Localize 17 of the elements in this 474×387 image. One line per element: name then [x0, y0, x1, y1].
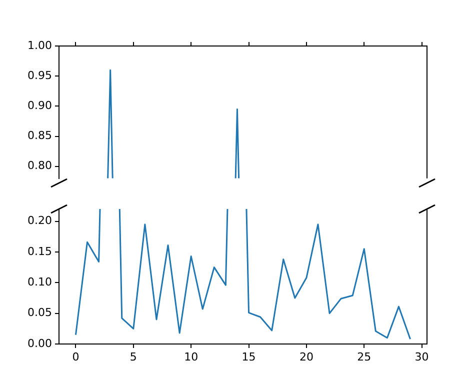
- x-tick-label: 30: [414, 350, 429, 364]
- y-tick-label: 0.15: [28, 244, 52, 258]
- x-tick-label: 25: [357, 350, 372, 364]
- y-tick-label: 0.80: [28, 159, 52, 172]
- x-tick-label: 15: [242, 350, 256, 364]
- x-tick-label: 20: [299, 350, 314, 364]
- x-tick-label: 10: [184, 350, 198, 364]
- y-tick-label: 1.00: [28, 38, 52, 52]
- y-tick-label: 0.00: [28, 336, 52, 350]
- y-tick-label: 0.05: [28, 306, 52, 320]
- y-tick-label: 0.10: [28, 275, 52, 288]
- y-tick-label: 0.90: [28, 99, 52, 112]
- y-tick-label: 0.85: [28, 129, 52, 142]
- x-tick-label: 5: [130, 350, 137, 364]
- y-tick-label: 0.95: [28, 68, 52, 82]
- y-tick-label: 0.20: [28, 214, 52, 228]
- x-tick-label: 0: [72, 350, 80, 364]
